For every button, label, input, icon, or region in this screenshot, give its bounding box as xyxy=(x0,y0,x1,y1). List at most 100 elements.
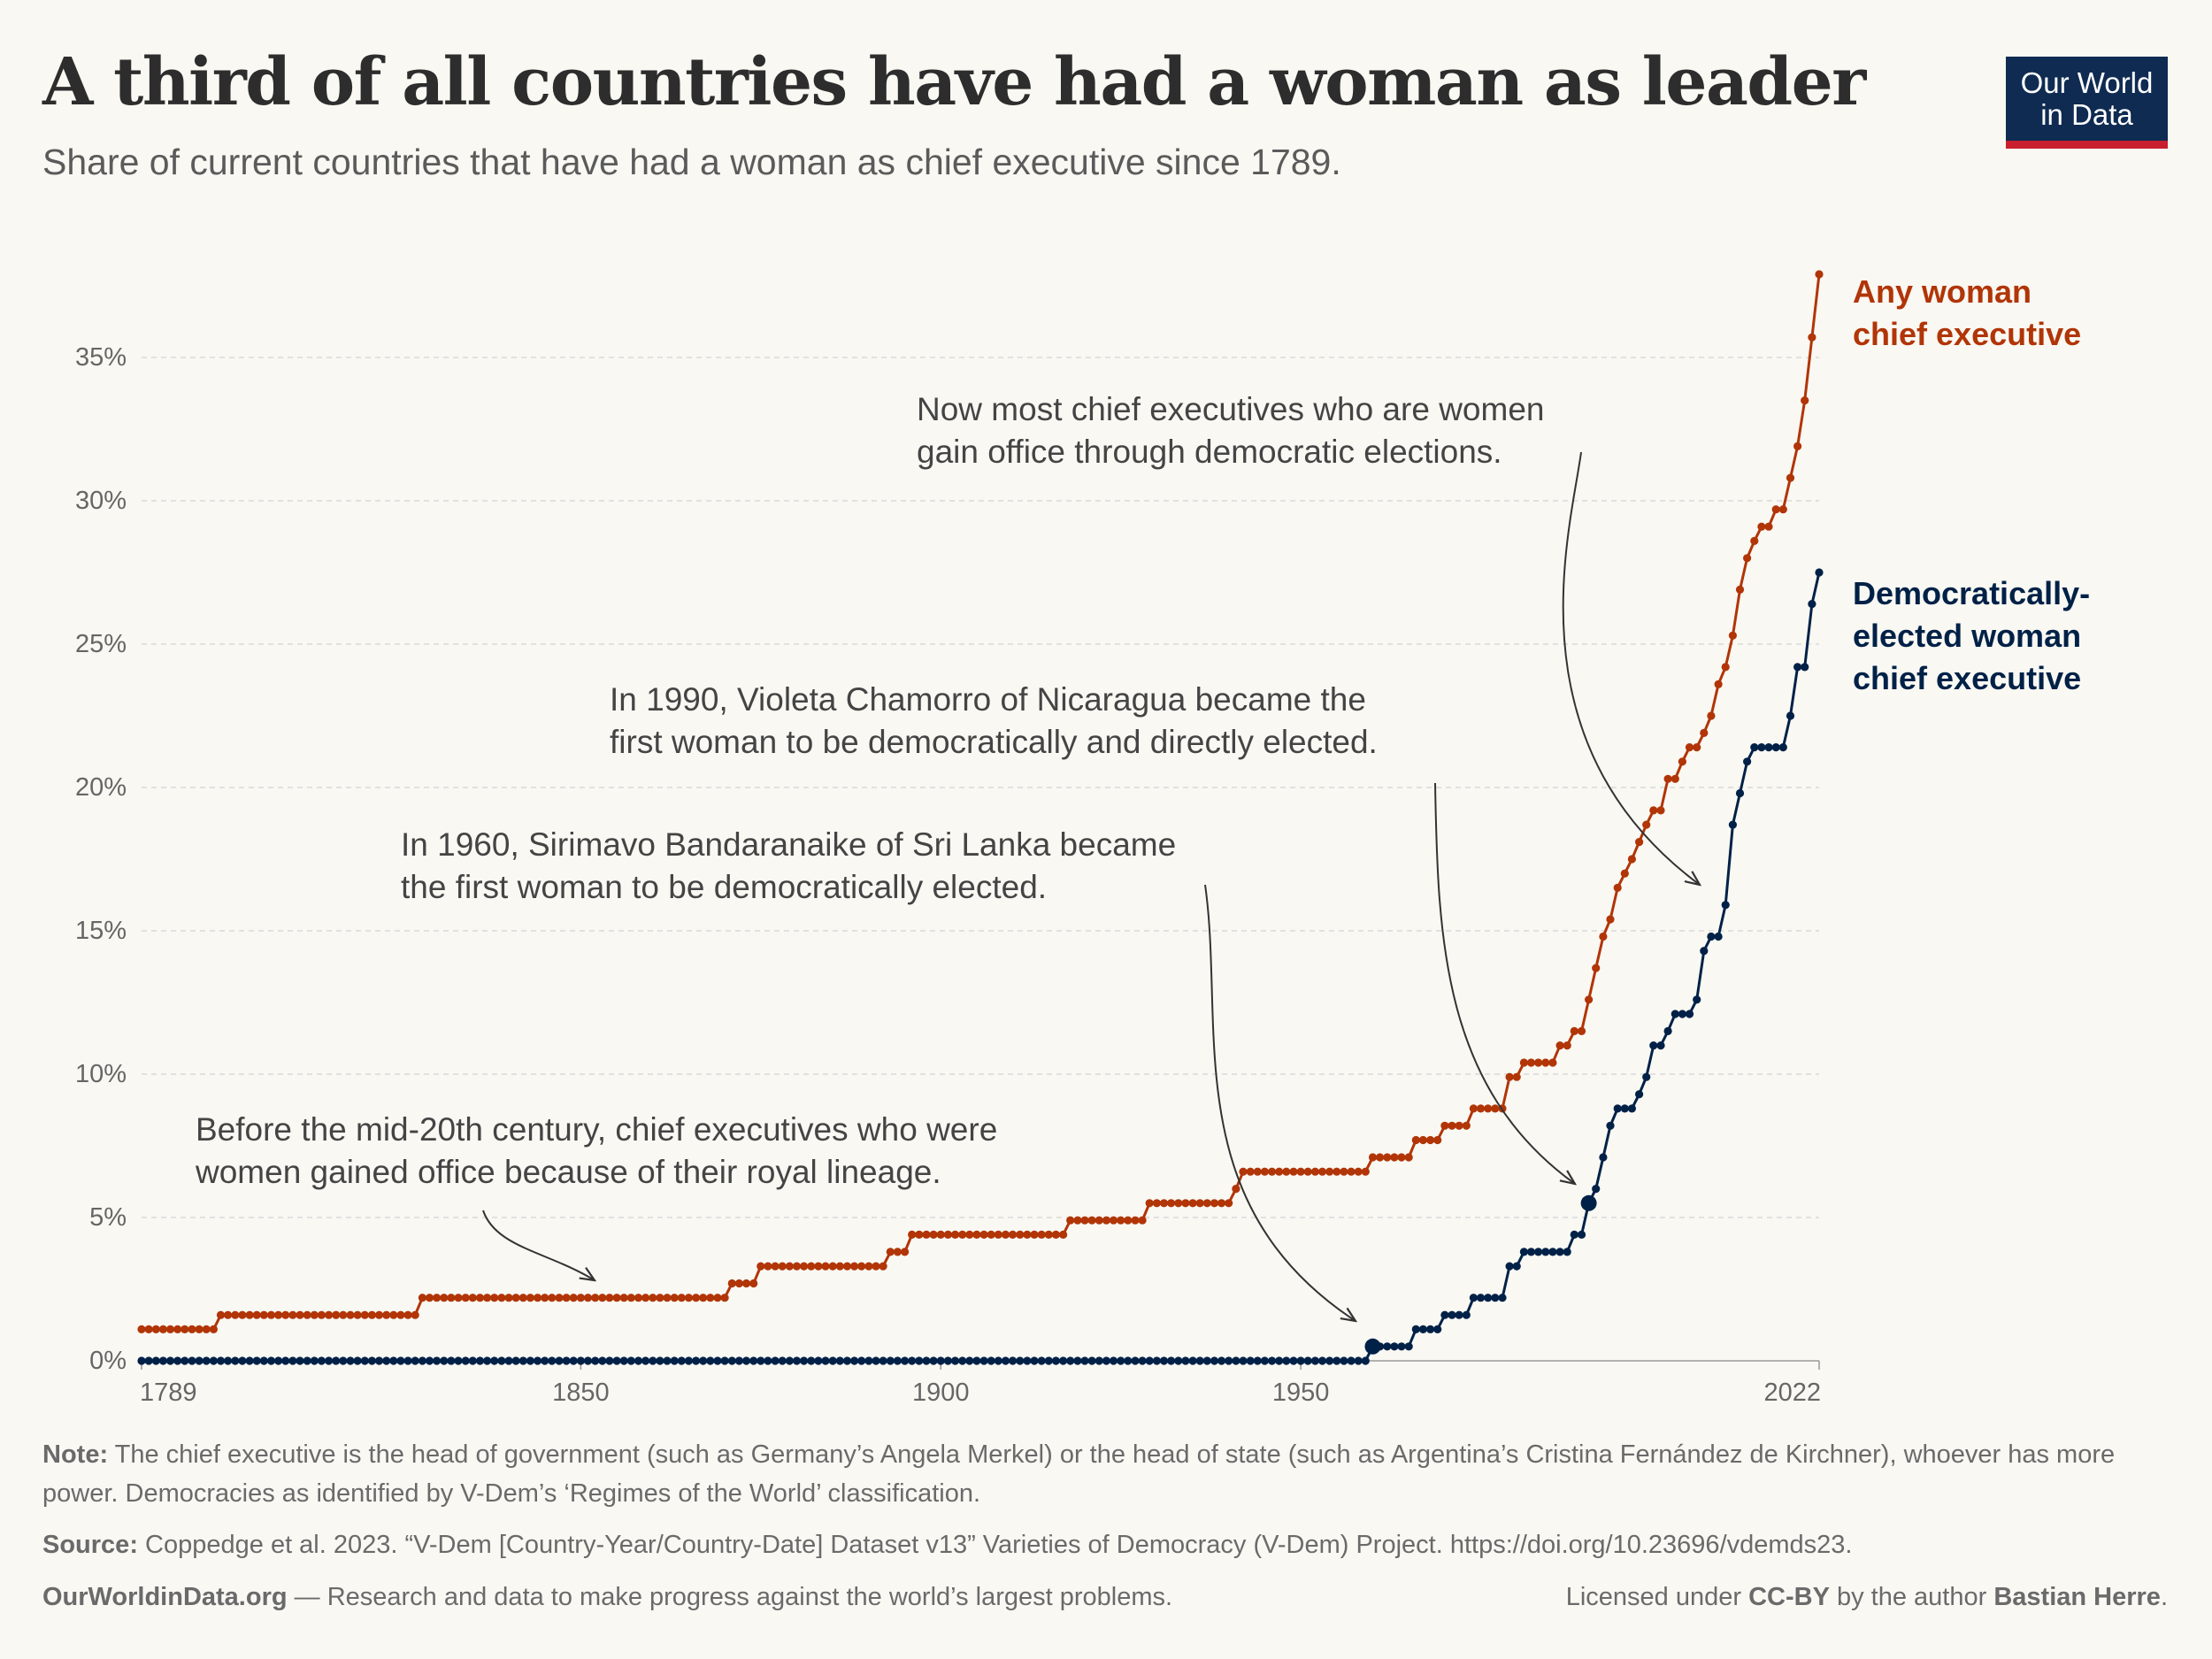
data-point xyxy=(180,1356,189,1365)
data-point xyxy=(1354,1167,1363,1176)
data-point xyxy=(447,1356,456,1365)
y-tick-label: 15% xyxy=(75,917,127,945)
data-point xyxy=(1138,1216,1147,1225)
data-point xyxy=(950,1230,960,1239)
footer-source: Source: Coppedge et al. 2023. “V-Dem [Co… xyxy=(42,1525,1852,1564)
data-point xyxy=(144,1325,153,1333)
data-point xyxy=(741,1279,751,1288)
data-point xyxy=(1333,1356,1341,1365)
data-point xyxy=(1124,1356,1133,1365)
data-point xyxy=(1397,1153,1406,1162)
data-point xyxy=(1462,1121,1471,1130)
data-point xyxy=(626,1294,635,1302)
data-point xyxy=(764,1262,772,1271)
data-point xyxy=(1815,270,1824,279)
data-point xyxy=(908,1356,917,1365)
data-point xyxy=(367,1310,376,1319)
data-point xyxy=(1289,1167,1298,1176)
data-point xyxy=(1390,1342,1399,1351)
x-tick-label: 1850 xyxy=(552,1379,610,1407)
source-text: Coppedge et al. 2023. “V-Dem [Country-Ye… xyxy=(137,1531,1853,1559)
data-point xyxy=(325,1310,334,1319)
data-point xyxy=(1750,743,1759,752)
data-point xyxy=(1685,743,1694,752)
data-point xyxy=(1592,964,1601,972)
license-link[interactable]: CC-BY xyxy=(1748,1583,1830,1611)
data-point xyxy=(677,1356,686,1365)
data-point xyxy=(1246,1356,1255,1365)
owid-site-link[interactable]: OurWorldinData.org xyxy=(42,1583,288,1611)
data-point xyxy=(1317,1167,1327,1176)
data-point xyxy=(1577,1230,1586,1239)
data-point xyxy=(1268,1167,1277,1176)
data-point xyxy=(231,1356,240,1365)
data-point xyxy=(699,1294,708,1302)
note-label: Note: xyxy=(42,1440,109,1469)
data-point xyxy=(1340,1167,1348,1176)
data-point xyxy=(1484,1104,1493,1113)
data-point xyxy=(541,1294,549,1302)
annotation-text: Now most chief executives who are women xyxy=(917,391,1544,427)
data-point xyxy=(511,1294,520,1302)
line-chart: 0% 5% 10% 15% 20% 25% 30% 35% 1789 1850 1900 1950 20… xyxy=(75,270,2090,1407)
data-point xyxy=(1519,1058,1528,1067)
data-point xyxy=(922,1230,931,1239)
annotation-arrow xyxy=(482,1210,595,1280)
data-point xyxy=(901,1248,910,1256)
data-point xyxy=(1174,1199,1183,1208)
data-point xyxy=(720,1356,729,1365)
data-point xyxy=(1296,1356,1305,1365)
data-point xyxy=(800,1356,809,1365)
data-point xyxy=(936,1230,945,1239)
data-point xyxy=(1073,1216,1082,1225)
data-point xyxy=(281,1356,290,1365)
owid-logo[interactable]: Our World in Data xyxy=(2006,57,2168,149)
data-point xyxy=(1325,1167,1334,1176)
y-tick-label: 35% xyxy=(75,343,127,372)
data-point xyxy=(879,1356,887,1365)
data-point xyxy=(641,1356,650,1365)
data-point xyxy=(1117,1356,1125,1365)
data-point xyxy=(1016,1230,1025,1239)
data-point xyxy=(1663,774,1672,783)
data-point xyxy=(511,1356,520,1365)
data-point xyxy=(727,1279,736,1288)
data-point xyxy=(886,1356,895,1365)
data-point xyxy=(893,1356,902,1365)
annotation-text: gain office through democratic elections… xyxy=(917,434,1502,470)
data-point xyxy=(1260,1356,1269,1365)
data-point xyxy=(994,1230,1002,1239)
data-point xyxy=(785,1262,795,1271)
data-point xyxy=(1627,1104,1636,1113)
data-point xyxy=(656,1356,664,1365)
data-point xyxy=(483,1294,492,1302)
data-point xyxy=(1433,1325,1442,1333)
data-point xyxy=(1743,554,1752,563)
data-point xyxy=(1778,743,1787,752)
data-point xyxy=(915,1356,924,1365)
license-prefix: Licensed under xyxy=(1565,1583,1749,1611)
data-point xyxy=(382,1356,391,1365)
data-point xyxy=(569,1294,578,1302)
data-point xyxy=(1317,1356,1327,1365)
data-point xyxy=(828,1262,837,1271)
data-point xyxy=(332,1310,341,1319)
data-point xyxy=(749,1279,758,1288)
data-point xyxy=(180,1325,189,1333)
data-point xyxy=(137,1356,146,1365)
data-point xyxy=(339,1310,348,1319)
data-point xyxy=(360,1310,369,1319)
data-point xyxy=(641,1294,650,1302)
data-point xyxy=(1411,1135,1420,1145)
data-point xyxy=(1721,663,1730,672)
data-point xyxy=(1131,1216,1140,1225)
data-point xyxy=(814,1262,823,1271)
data-point xyxy=(1253,1167,1262,1176)
data-point xyxy=(1174,1356,1183,1365)
data-point xyxy=(1087,1216,1096,1225)
data-point xyxy=(1656,806,1665,815)
data-point xyxy=(1094,1216,1103,1225)
data-point xyxy=(583,1294,593,1302)
data-point xyxy=(1376,1153,1385,1162)
owid-tagline: — Research and data to make progress aga… xyxy=(287,1583,1173,1611)
